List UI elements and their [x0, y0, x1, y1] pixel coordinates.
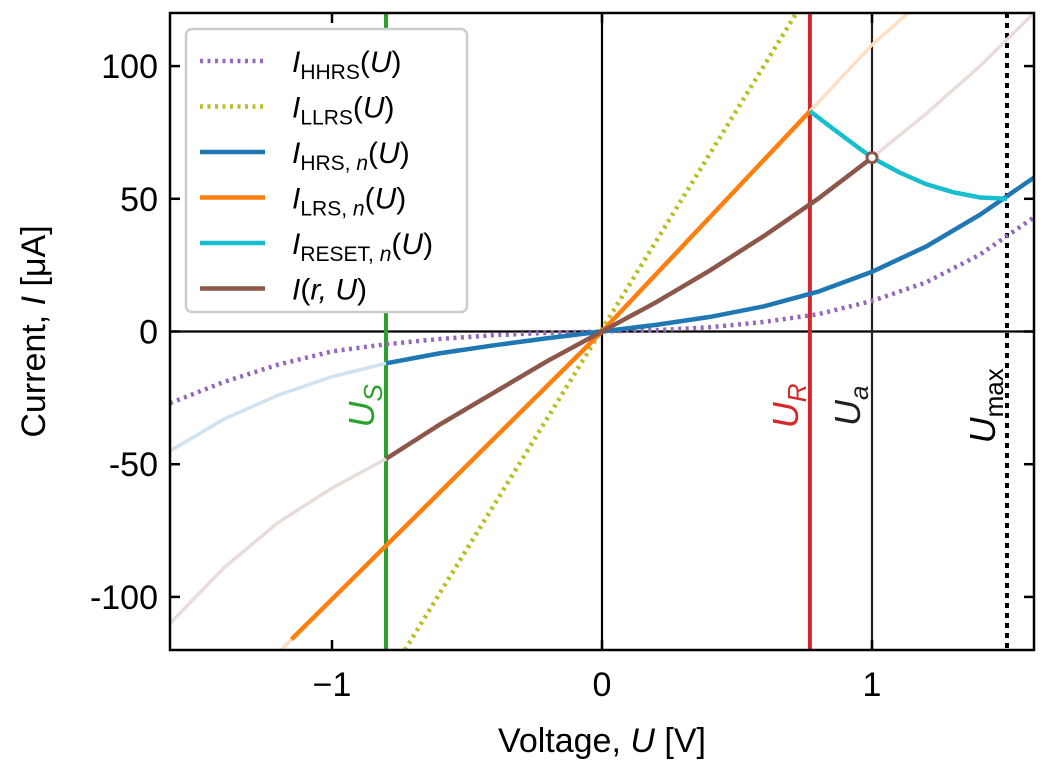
vline-label-symbol: U [765, 401, 806, 428]
vline-label-ua: Ua [827, 386, 874, 426]
vline-label-subscript: S [358, 383, 388, 401]
legend: IHHRS(U) ILLRS(U) IHRS, n(U) ILRS, n(U) IRES… [184, 27, 469, 314]
series-ir-line [384, 155, 874, 461]
axes: −1 0 1 100 50 0 -50 -100 [90, 11, 1036, 704]
legend-label: I(r, U) [292, 274, 367, 307]
vline-label-ur: UR [765, 383, 812, 428]
y-tick-label: 100 [101, 48, 158, 86]
vline-label-subscript: R [782, 383, 812, 402]
x-axis-title: Voltage, U [V] [498, 722, 706, 760]
series-hrs-line [385, 175, 1034, 366]
operating-point-marker [865, 151, 879, 165]
legend-label: IHRS, n(U) [292, 137, 410, 175]
axis-titles: Voltage, U [V] Current, I [μA] [15, 225, 706, 760]
series-hhrs-line [170, 215, 1034, 406]
data-series [170, 13, 1034, 650]
legend-item-llrs: ILLRS(U) [200, 92, 395, 130]
vline-label-subscript: max [979, 368, 1009, 417]
vline-label-umax: Umax [962, 368, 1009, 443]
x-tick-label: 0 [593, 666, 612, 704]
solid-series-layer [170, 13, 1034, 650]
legend-label: ILLRS(U) [292, 92, 395, 130]
legend-item-ir: I(r, U) [200, 274, 367, 307]
vline-label-symbol: U [962, 416, 1003, 443]
x-tick-label: 1 [863, 666, 882, 704]
y-axis-title: Current, I [μA] [15, 225, 53, 437]
vline-label-subscript: a [844, 386, 874, 400]
legend-item-hhrs: IHHRS(U) [200, 46, 402, 84]
series-llrs-line [402, 13, 799, 650]
y-tick-label: -50 [109, 446, 158, 484]
y-tick-label: 0 [139, 314, 158, 352]
legend-item-reset: IRESET, n(U) [200, 228, 433, 266]
x-tick-label: −1 [313, 666, 352, 704]
vline-label-symbol: U [341, 400, 382, 427]
series-reset-line [808, 109, 1008, 202]
legend-label: IHHRS(U) [292, 46, 402, 84]
y-tick-label: 50 [120, 181, 158, 219]
legend-item-hrs: IHRS, n(U) [200, 137, 410, 175]
legend-label: IRESET, n(U) [292, 228, 433, 266]
y-tick-label: -100 [90, 579, 158, 617]
vline-label-us: US [341, 383, 388, 427]
vline-label-symbol: U [827, 399, 868, 426]
legend-item-lrs: ILRS, n(U) [200, 183, 406, 221]
legend-label: ILRS, n(U) [292, 183, 406, 221]
